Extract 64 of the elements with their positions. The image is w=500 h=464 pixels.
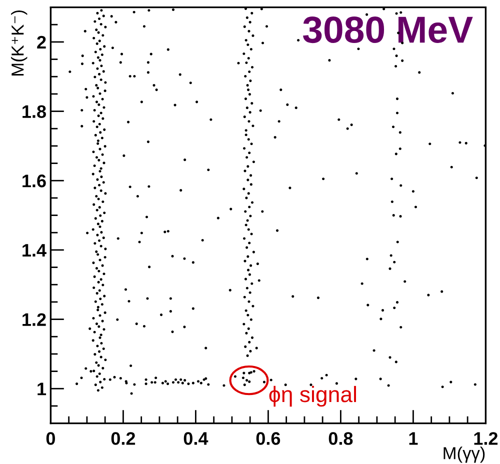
point (187, 382, 190, 386)
point (262, 380, 266, 384)
point (184, 379, 186, 382)
point (181, 382, 184, 384)
point (161, 382, 164, 384)
point (243, 384, 246, 386)
point (164, 380, 167, 383)
point (192, 382, 194, 384)
point (252, 370, 256, 373)
point (335, 382, 338, 385)
y-tick-label: 2 (37, 36, 46, 48)
point (246, 379, 248, 382)
x-tick-label: 0 (46, 432, 55, 445)
point (113, 376, 116, 378)
point (174, 378, 178, 381)
point (180, 378, 182, 381)
y-tick-label: 1.4 (22, 244, 46, 257)
point (154, 376, 158, 380)
point (76, 382, 78, 386)
point (354, 378, 358, 380)
point (379, 378, 382, 380)
point (200, 382, 202, 384)
point (80, 376, 83, 380)
point (242, 372, 246, 374)
point (150, 381, 154, 384)
point (130, 364, 132, 368)
point (207, 383, 210, 386)
y-tick-label: 1.8 (22, 105, 46, 118)
y-tick-label: 1.2 (22, 313, 46, 326)
x-axis-title: M(γγ) (444, 446, 485, 463)
point (144, 378, 148, 381)
point (108, 378, 112, 381)
chart-title: 3080 MeV (303, 16, 473, 44)
x-tick-label: 1 (409, 432, 418, 445)
y-axis-title: M(K⁺K⁻) (11, 10, 28, 76)
point (166, 382, 170, 386)
point (387, 384, 390, 387)
y-tick-label: 1 (38, 382, 46, 396)
x-tick-label: 0.4 (184, 432, 208, 445)
point (84, 367, 88, 370)
point (90, 370, 92, 373)
point (450, 380, 452, 384)
point (196, 380, 200, 383)
x-tick-label: 0.2 (111, 432, 136, 445)
x-tick-label: 0.8 (328, 432, 353, 445)
point (177, 381, 180, 384)
y-tick-label: 1.6 (22, 174, 46, 188)
point (242, 376, 244, 380)
point (474, 383, 476, 386)
x-tick-label: 1.2 (474, 432, 498, 445)
point (154, 381, 156, 384)
point (119, 376, 122, 380)
point (222, 384, 226, 387)
point (270, 378, 272, 382)
annotation: ϕη signal (269, 386, 356, 407)
point (248, 380, 251, 383)
point (325, 374, 328, 376)
x-tick-label: 0.6 (256, 432, 280, 445)
point (172, 381, 175, 384)
point (441, 386, 444, 388)
point (320, 376, 324, 380)
point (144, 382, 148, 386)
point (133, 383, 136, 386)
point (234, 375, 236, 378)
